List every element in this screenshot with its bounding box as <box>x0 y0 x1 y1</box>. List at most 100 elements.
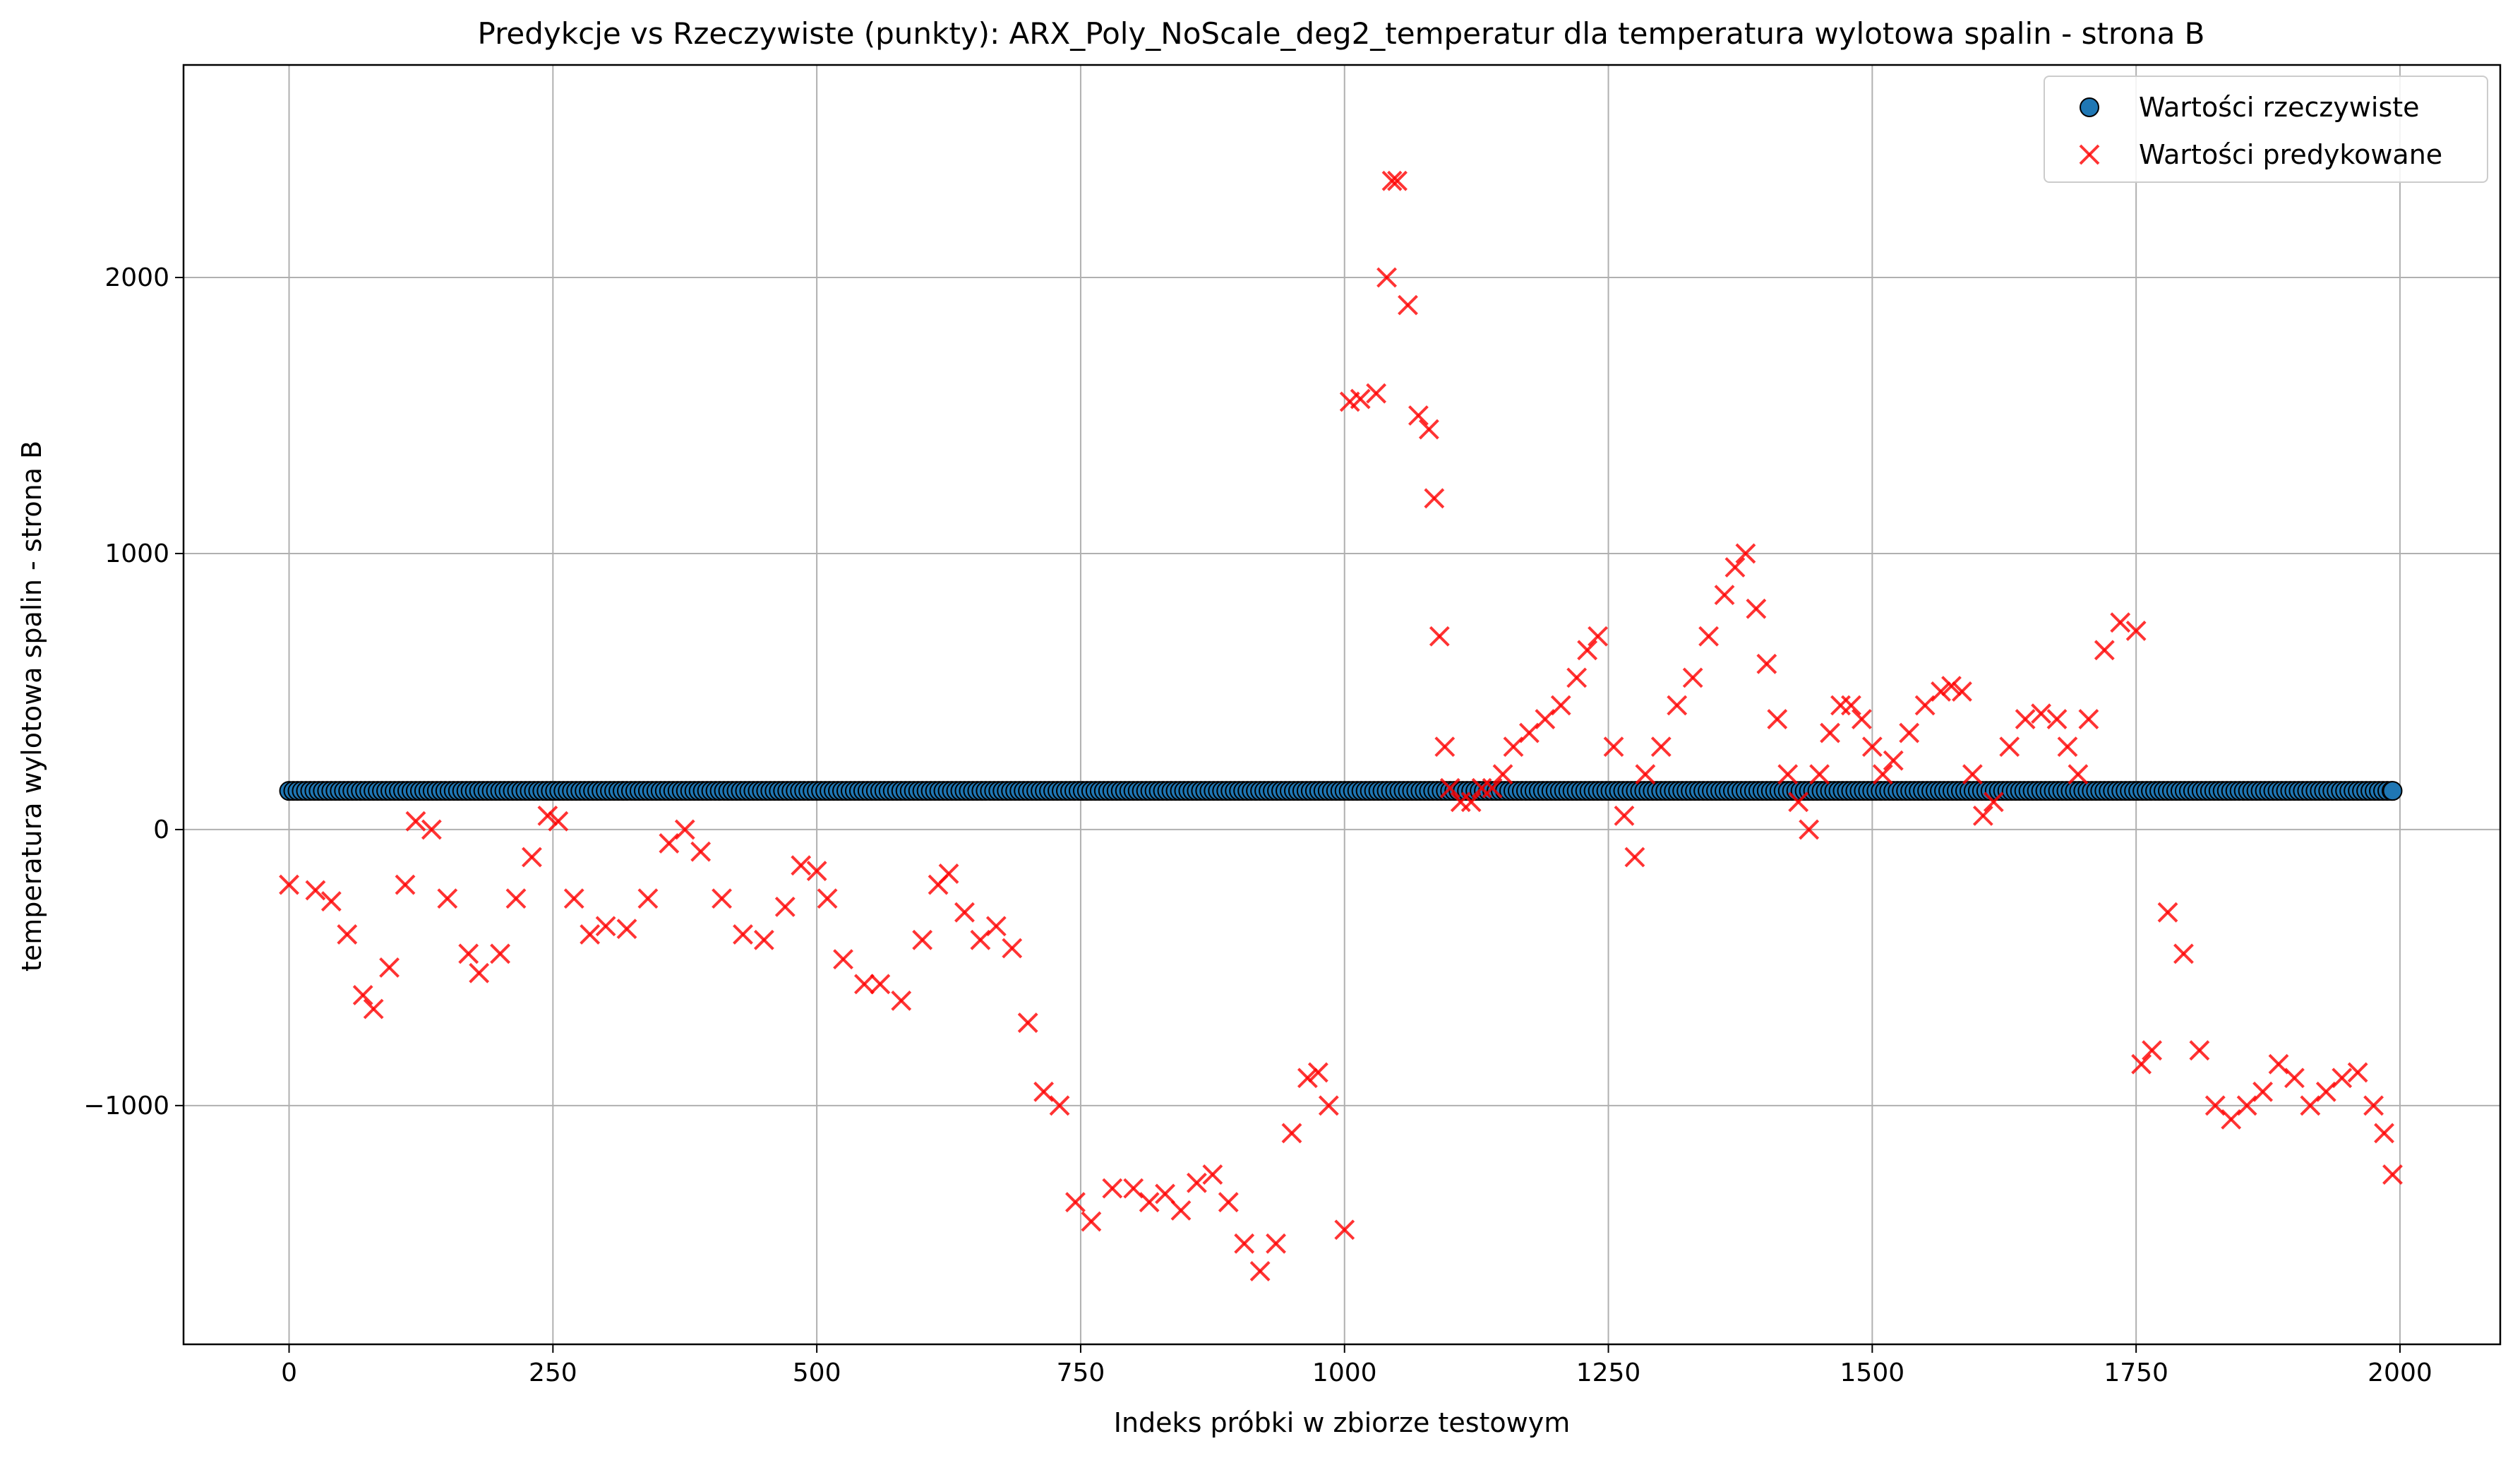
predicted-point-stroke <box>320 891 342 912</box>
actual-point <box>2382 781 2403 801</box>
predicted-point-stroke <box>2125 621 2147 641</box>
predicted-point <box>1186 1172 1207 1193</box>
predicted-point <box>1724 557 1746 578</box>
predicted-point <box>1434 736 1456 758</box>
legend-label-actual: Wartości rzeczywiste <box>2139 92 2420 123</box>
predicted-point-stroke <box>674 819 695 840</box>
predicted-point-stroke <box>870 974 891 995</box>
predicted-point-stroke <box>1667 695 1688 716</box>
predicted-point <box>1017 1012 1038 1033</box>
predicted-point-stroke <box>1123 1178 1144 1199</box>
predicted-point <box>2094 640 2115 661</box>
predicted-point-stroke <box>405 811 426 832</box>
predicted-point-stroke <box>1249 1260 1271 1281</box>
x-tick-label: 250 <box>529 1358 577 1387</box>
plot-frame <box>182 64 2502 1346</box>
predicted-point-stroke <box>2374 1123 2394 1144</box>
predicted-point-stroke <box>2221 1109 2242 1130</box>
predicted-point <box>2068 764 2089 785</box>
predicted-point-stroke <box>1155 1183 1175 1205</box>
predicted-point-stroke <box>537 805 558 826</box>
predicted-point-stroke <box>2057 736 2078 758</box>
predicted-point-stroke <box>2268 1053 2289 1075</box>
x-tick-label: 750 <box>1057 1358 1105 1387</box>
predicted-point <box>1899 722 1920 743</box>
predicted-point-stroke <box>505 888 527 909</box>
predicted-point <box>2268 1053 2289 1075</box>
predicted-point-stroke <box>833 949 853 970</box>
predicted-point-stroke <box>2078 709 2099 729</box>
predicted-point-stroke <box>954 902 975 923</box>
predicted-point-stroke <box>1297 1068 1318 1089</box>
predicted-point <box>1983 791 2004 813</box>
predicted-point-stroke <box>1735 543 1756 564</box>
predicted-point-stroke <box>1851 709 1872 729</box>
predicted-point <box>1550 695 1571 716</box>
predicted-point <box>548 811 569 832</box>
predicted-point <box>2015 709 2036 729</box>
predicted-point <box>2236 1095 2257 1116</box>
legend-box <box>2044 76 2488 183</box>
predicted-point <box>1566 667 1588 688</box>
predicted-point-stroke <box>563 888 584 909</box>
predicted-point-stroke <box>1799 819 1820 840</box>
predicted-point <box>2131 1053 2152 1075</box>
predicted-point <box>1081 1211 1102 1232</box>
predicted-point-stroke <box>1381 170 1403 191</box>
predicted-point <box>2046 709 2068 729</box>
predicted-point-stroke <box>1366 383 1387 404</box>
predicted-point-stroke <box>616 919 637 940</box>
predicted-point-stroke <box>1809 764 1830 785</box>
predicted-point-stroke <box>690 841 712 862</box>
predicted-point <box>1049 1095 1070 1116</box>
predicted-point-stroke <box>1318 1095 1339 1116</box>
predicted-point <box>1381 170 1403 191</box>
predicted-point <box>1249 1260 1271 1281</box>
predicted-point <box>1914 695 1936 716</box>
predicted-point-stroke <box>1952 681 1972 702</box>
predicted-point-stroke <box>1872 764 1893 785</box>
predicted-point <box>1883 750 1904 771</box>
predicted-point <box>817 888 838 909</box>
predicted-point <box>2347 1062 2368 1083</box>
predicted-point-stroke <box>1820 722 1840 743</box>
predicted-point-stroke <box>1202 1164 1223 1185</box>
predicted-point-stroke <box>1492 764 1513 785</box>
predicted-point <box>2315 1081 2336 1102</box>
predicted-point-stroke <box>1682 667 1703 688</box>
predicted-point-stroke <box>1002 938 1023 959</box>
predicted-point-stroke <box>912 929 933 950</box>
predicted-point <box>1767 709 1788 729</box>
predicted-point-stroke <box>1033 1081 1055 1102</box>
predicted-point-stroke <box>1650 736 1672 758</box>
predicted-point <box>1588 626 1609 647</box>
predicted-point <box>1809 764 1830 785</box>
predicted-point <box>1408 405 1429 426</box>
predicted-point-stroke <box>1065 1192 1086 1213</box>
predicted-point <box>1535 709 1556 729</box>
predicted-point <box>1799 819 1820 840</box>
predicted-point <box>1218 1192 1239 1213</box>
predicted-point-stroke <box>421 819 442 840</box>
predicted-point-stroke <box>580 924 601 945</box>
predicted-point <box>1482 777 1503 799</box>
predicted-point <box>1777 764 1799 785</box>
predicted-point <box>1387 170 1408 191</box>
predicted-point-stroke <box>2300 1095 2321 1116</box>
predicted-point <box>1102 1178 1123 1199</box>
predicted-point <box>1698 626 1720 647</box>
predicted-point-stroke <box>2173 943 2194 964</box>
predicted-point-stroke <box>2315 1081 2336 1102</box>
predicted-point <box>2300 1095 2321 1116</box>
predicted-point <box>2031 703 2051 724</box>
predicted-point <box>712 888 732 909</box>
predicted-point <box>1439 777 1460 799</box>
predicted-point <box>490 943 510 964</box>
predicted-point-stroke <box>1139 1192 1160 1213</box>
legend-label-predicted: Wartości predykowane <box>2139 139 2442 170</box>
chart-title: Predykcje vs Rzeczywiste (punkty): ARX_P… <box>477 16 2204 51</box>
predicted-point-stroke <box>1614 805 1635 826</box>
predicted-point <box>1123 1178 1144 1199</box>
predicted-point <box>505 888 527 909</box>
predicted-point <box>833 949 853 970</box>
